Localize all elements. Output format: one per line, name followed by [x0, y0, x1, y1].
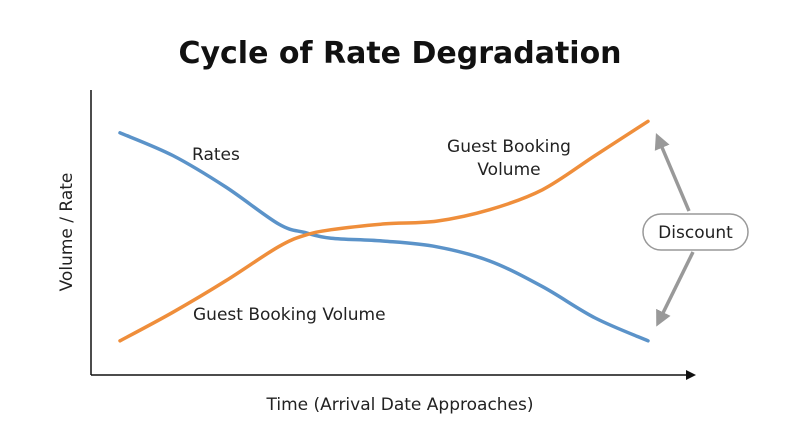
volume-bottom-label: Guest Booking Volume [193, 305, 386, 325]
discount-arrow-down [656, 251, 695, 327]
discount-badge [642, 213, 749, 251]
series-line-guest-booking-volume [118, 119, 650, 343]
volume-top-label-line2: Volume [477, 160, 540, 180]
x-axis-label: Time (Arrival Date Approaches) [265, 395, 533, 415]
discount-arrow-up [654, 133, 691, 212]
y-axis-label: Volume / Rate [57, 173, 77, 292]
series-line-rates [118, 131, 650, 343]
discount-label: Discount [658, 223, 733, 243]
chart-title: Cycle of Rate Degradation [178, 36, 621, 71]
series-group [118, 119, 650, 343]
rates-label: Rates [192, 145, 240, 165]
volume-top-label-line1: Guest Booking [447, 137, 571, 157]
